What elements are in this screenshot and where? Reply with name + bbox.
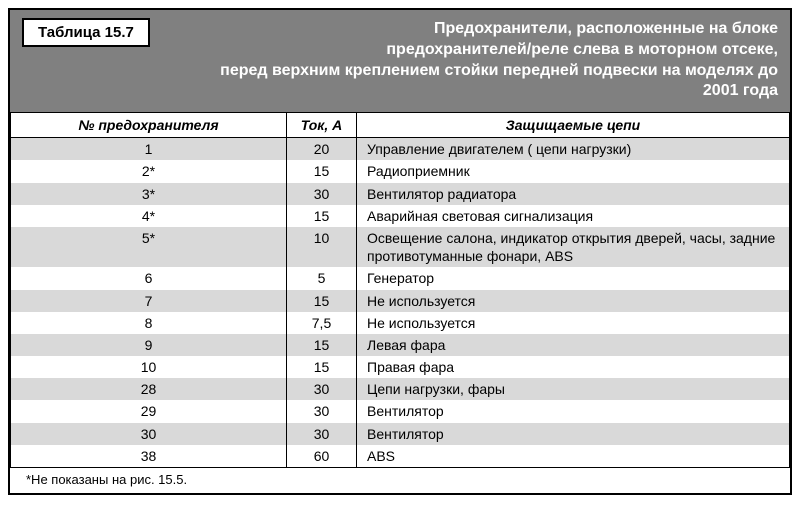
- cell-fuse-number: 1: [11, 138, 287, 161]
- table-row: 2830Цепи нагрузки, фары: [11, 378, 790, 400]
- col-header-number: № предохранителя: [11, 113, 287, 138]
- table-row: 5*10Освещение салона, индикатор открытия…: [11, 227, 790, 267]
- cell-amperage: 30: [287, 423, 357, 445]
- cell-fuse-number: 29: [11, 400, 287, 422]
- table-row: 2*15Радиоприемник: [11, 160, 790, 182]
- cell-circuit-description: Вентилятор: [357, 400, 790, 422]
- table-row: 65Генератор: [11, 267, 790, 289]
- cell-amperage: 30: [287, 400, 357, 422]
- cell-circuit-description: Генератор: [357, 267, 790, 289]
- cell-fuse-number: 28: [11, 378, 287, 400]
- cell-amperage: 60: [287, 445, 357, 468]
- cell-fuse-number: 38: [11, 445, 287, 468]
- title-line-2: предохранителей/реле слева в моторном от…: [386, 41, 778, 58]
- header-block: Таблица 15.7 Предохранители, расположенн…: [10, 10, 790, 112]
- cell-fuse-number: 10: [11, 356, 287, 378]
- cell-fuse-number: 3*: [11, 183, 287, 205]
- cell-fuse-number: 4*: [11, 205, 287, 227]
- cell-amperage: 15: [287, 334, 357, 356]
- cell-circuit-description: Освещение салона, индикатор открытия две…: [357, 227, 790, 267]
- cell-amperage: 15: [287, 160, 357, 182]
- cell-amperage: 10: [287, 227, 357, 267]
- cell-circuit-description: Правая фара: [357, 356, 790, 378]
- cell-circuit-description: Не используется: [357, 290, 790, 312]
- table-row: 715Не используется: [11, 290, 790, 312]
- cell-circuit-description: Управление двигателем ( цепи нагрузки): [357, 138, 790, 161]
- table-row: 2930Вентилятор: [11, 400, 790, 422]
- footnote: *Не показаны на рис. 15.5.: [10, 468, 790, 493]
- cell-circuit-description: Аварийная световая сигнализация: [357, 205, 790, 227]
- table-body: 120Управление двигателем ( цепи нагрузки…: [11, 138, 790, 468]
- cell-circuit-description: Цепи нагрузки, фары: [357, 378, 790, 400]
- cell-circuit-description: Левая фара: [357, 334, 790, 356]
- title-line-1: Предохранители, расположенные на блоке: [434, 20, 778, 37]
- fuse-table: № предохранителя Ток, А Защищаемые цепи …: [10, 112, 790, 468]
- table-row: 3860ABS: [11, 445, 790, 468]
- cell-fuse-number: 9: [11, 334, 287, 356]
- cell-fuse-number: 7: [11, 290, 287, 312]
- cell-amperage: 15: [287, 205, 357, 227]
- cell-circuit-description: Вентилятор радиатора: [357, 183, 790, 205]
- table-row: 87,5Не используется: [11, 312, 790, 334]
- table-row: 120Управление двигателем ( цепи нагрузки…: [11, 138, 790, 161]
- cell-amperage: 20: [287, 138, 357, 161]
- table-row: 4*15Аварийная световая сигнализация: [11, 205, 790, 227]
- table-row: 915Левая фара: [11, 334, 790, 356]
- table-header-row: № предохранителя Ток, А Защищаемые цепи: [11, 113, 790, 138]
- cell-fuse-number: 6: [11, 267, 287, 289]
- col-header-circuits: Защищаемые цепи: [357, 113, 790, 138]
- cell-circuit-description: Радиоприемник: [357, 160, 790, 182]
- cell-amperage: 30: [287, 183, 357, 205]
- cell-fuse-number: 8: [11, 312, 287, 334]
- cell-amperage: 30: [287, 378, 357, 400]
- cell-circuit-description: ABS: [357, 445, 790, 468]
- table-frame: Таблица 15.7 Предохранители, расположенн…: [8, 8, 792, 495]
- cell-amperage: 15: [287, 290, 357, 312]
- cell-amperage: 7,5: [287, 312, 357, 334]
- col-header-amperage: Ток, А: [287, 113, 357, 138]
- title-line-3: перед верхним креплением стойки передней…: [220, 62, 778, 100]
- cell-fuse-number: 5*: [11, 227, 287, 267]
- cell-fuse-number: 2*: [11, 160, 287, 182]
- cell-fuse-number: 30: [11, 423, 287, 445]
- cell-circuit-description: Не используется: [357, 312, 790, 334]
- cell-circuit-description: Вентилятор: [357, 423, 790, 445]
- table-row: 3*30Вентилятор радиатора: [11, 183, 790, 205]
- cell-amperage: 5: [287, 267, 357, 289]
- table-row: 1015Правая фара: [11, 356, 790, 378]
- table-tag: Таблица 15.7: [22, 18, 150, 47]
- cell-amperage: 15: [287, 356, 357, 378]
- table-row: 3030Вентилятор: [11, 423, 790, 445]
